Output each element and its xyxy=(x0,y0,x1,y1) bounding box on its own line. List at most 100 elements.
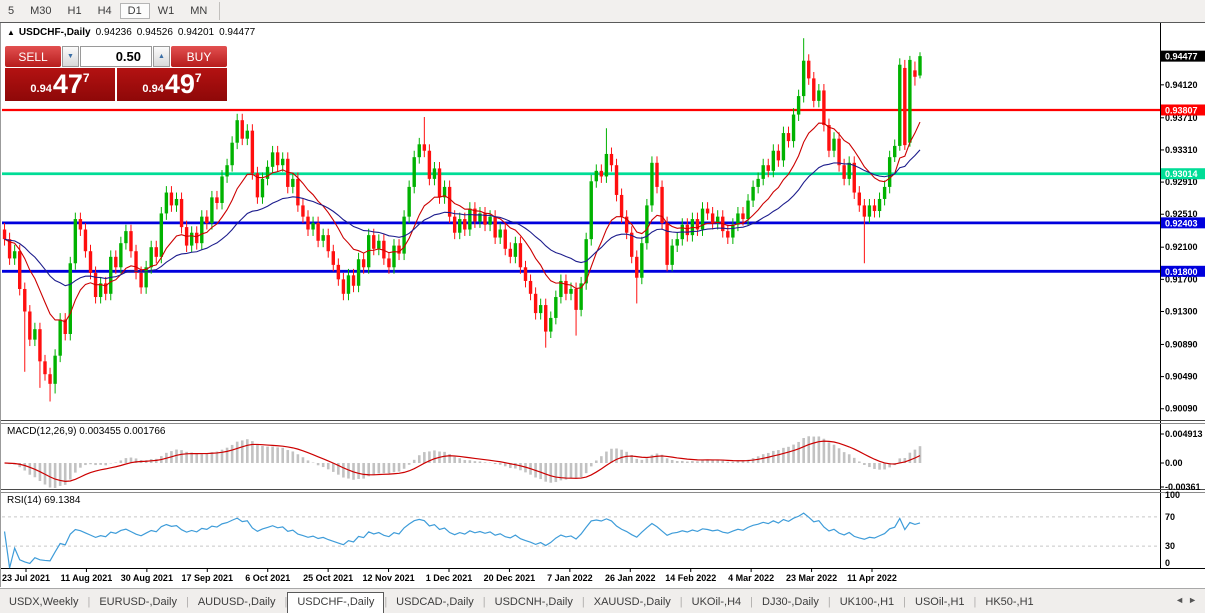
date-axis-label: 30 Aug 2021 xyxy=(121,573,173,583)
sell-price-prefix: 0.94 xyxy=(30,82,52,95)
tab-separator: | xyxy=(185,595,189,608)
ohlc-high: 0.94526 xyxy=(136,27,173,38)
tab-scroll-left-icon[interactable]: ◄ xyxy=(1175,595,1189,605)
chart-tab-hk50h1[interactable]: HK50-,H1 xyxy=(985,595,1034,608)
macd-axis-label: 0.00 xyxy=(1165,458,1183,468)
ohlc-close: 0.94477 xyxy=(219,27,256,38)
ma-fast-line xyxy=(4,121,921,323)
tab-separator: | xyxy=(384,595,388,608)
chart-tab-usdxweekly[interactable]: USDX,Weekly xyxy=(9,595,79,608)
buy-price-big-digits: 49 xyxy=(164,69,195,99)
sell-price-pip: 7 xyxy=(82,71,90,85)
price-axis-label: 0.90890 xyxy=(1165,339,1198,349)
chart-tab-usdcaddaily[interactable]: USDCAD-,Daily xyxy=(396,595,474,608)
chart-tab-uk100h1[interactable]: UK100-,H1 xyxy=(839,595,895,608)
chart-tab-bar: USDX,Weekly | EURUSD-,Daily | AUDUSD-,Daily |… xyxy=(0,588,1205,613)
timeframe-toolbar: 5 M30 H1 H4 D1 W1 MN xyxy=(0,0,1205,23)
sell-price-big-digits: 47 xyxy=(52,69,83,99)
tab-separator: | xyxy=(827,595,831,608)
date-axis-label: 17 Sep 2021 xyxy=(182,573,234,583)
tab-separator: | xyxy=(750,595,753,608)
date-axis-label: 11 Aug 2021 xyxy=(61,573,113,583)
one-click-trade-panel: SELL ▼ 0.50 ▲ BUY 0.94 47 7 0.94 49 7 xyxy=(5,46,227,101)
svg-text:0.93807: 0.93807 xyxy=(1165,105,1198,115)
chart-tab-dj30daily[interactable]: DJ30-,Daily xyxy=(762,595,819,608)
timeframe-button-h1[interactable]: H1 xyxy=(67,5,82,17)
chart-tab-eurusddaily[interactable]: EURUSD-,Daily xyxy=(99,595,177,608)
chart-tab-usdchfdaily[interactable]: USDCHF-,Daily xyxy=(287,592,385,613)
date-axis-label: 23 Mar 2022 xyxy=(786,573,837,583)
rsi-name: RSI(14) xyxy=(7,495,42,506)
chart-tab-ukoilh4[interactable]: UKOil-,H4 xyxy=(691,595,742,608)
price-axis-label: 0.91300 xyxy=(1165,306,1198,316)
price-axis-label: 0.92100 xyxy=(1165,242,1198,252)
rsi-label: RSI(14) 69.1384 xyxy=(7,495,80,506)
candlesticks xyxy=(2,38,922,402)
rsi-axis: 100 70 30 0 xyxy=(1165,490,1180,568)
timeframe-button-mn[interactable]: MN xyxy=(190,5,208,17)
date-axis-label: 4 Mar 2022 xyxy=(728,573,774,583)
date-axis-label: 20 Dec 2021 xyxy=(484,573,536,583)
chart-tab-usoilh1[interactable]: USOil-,H1 xyxy=(915,595,965,608)
chart-tab-audusddaily[interactable]: AUDUSD-,Daily xyxy=(197,595,276,608)
timeframe-button-w1[interactable]: W1 xyxy=(157,5,175,17)
macd-axis-label: -0.00361 xyxy=(1165,482,1201,492)
macd-axis-label: 0.004913 xyxy=(1165,429,1203,439)
date-axis-label: 26 Jan 2022 xyxy=(605,573,656,583)
volume-input[interactable]: 0.50 xyxy=(80,46,152,67)
tab-separator: | xyxy=(284,595,288,608)
date-axis-label: 14 Feb 2022 xyxy=(665,573,716,583)
tab-scroll-arrows[interactable]: ◄► xyxy=(1175,595,1201,605)
macd-main-value: 0.003455 xyxy=(79,426,121,437)
buy-price-button[interactable]: 0.94 49 7 xyxy=(117,68,227,101)
macd-label: MACD(12,26,9) 0.003455 0.001766 xyxy=(7,426,165,437)
price-level-badge: 0.93807 xyxy=(1161,104,1205,116)
svg-text:0.93014: 0.93014 xyxy=(1165,169,1198,179)
price-axis-label: 0.93310 xyxy=(1165,145,1198,155)
date-axis-label: 23 Jul 2021 xyxy=(2,573,50,583)
price-level-badge: 0.91800 xyxy=(1161,265,1205,277)
svg-text:0.94477: 0.94477 xyxy=(1165,52,1198,62)
price-level-badge: 0.94477 xyxy=(1161,50,1205,62)
date-axis-label: 1 Dec 2021 xyxy=(426,573,473,583)
buy-button[interactable]: BUY xyxy=(171,46,227,67)
volume-increase-button[interactable]: ▲ xyxy=(153,46,170,67)
sell-price-button[interactable]: 0.94 47 7 xyxy=(5,68,115,101)
timeframe-button-h4[interactable]: H4 xyxy=(97,5,112,17)
macd-axis: 0.004913 0.00 -0.00361 xyxy=(1160,429,1203,492)
date-axis-label: 6 Oct 2021 xyxy=(245,573,290,583)
timeframe-button-d1[interactable]: D1 xyxy=(119,3,150,19)
price-axis-label: 0.90090 xyxy=(1165,404,1198,414)
price-axis-label: 0.90490 xyxy=(1165,372,1198,382)
price-axis-label: 0.92510 xyxy=(1165,209,1198,219)
volume-decrease-button[interactable]: ▼ xyxy=(62,46,79,67)
macd-histogram xyxy=(8,436,922,488)
symbol-title: USDCHF-,Daily xyxy=(18,27,91,38)
svg-text:0.92403: 0.92403 xyxy=(1165,218,1198,228)
expand-triangle-icon[interactable]: ▲ xyxy=(7,28,15,37)
chart-header: ▲ USDCHF-,Daily 0.94236 0.94526 0.94201 0.944… xyxy=(7,27,255,38)
price-axis-label: 0.93710 xyxy=(1165,113,1198,123)
date-axis-label: 25 Oct 2021 xyxy=(303,573,353,583)
timeframe-button-5[interactable]: 5 xyxy=(8,5,15,17)
date-axis-label: 12 Nov 2021 xyxy=(363,573,415,583)
sell-button[interactable]: SELL xyxy=(5,46,61,67)
price-axis-label: 0.92910 xyxy=(1165,177,1198,187)
horizontal-level-lines xyxy=(2,108,1160,273)
tab-scroll-right-icon[interactable]: ► xyxy=(1188,595,1201,605)
tab-separator: | xyxy=(679,595,683,608)
ma-slow-line xyxy=(4,149,921,287)
chart-tab-xauusddaily[interactable]: XAUUSD-,Daily xyxy=(593,595,671,608)
date-axis-label: 7 Jan 2022 xyxy=(547,573,593,583)
rsi-axis-label: 30 xyxy=(1165,541,1175,551)
rsi-axis-label: 0 xyxy=(1165,558,1170,568)
price-level-badge: 0.93014 xyxy=(1161,168,1205,180)
ohlc-low: 0.94201 xyxy=(177,27,215,38)
price-axis-label: 0.94120 xyxy=(1165,80,1198,90)
timeframe-button-m30[interactable]: M30 xyxy=(30,5,52,17)
price-axis-label: 0.91700 xyxy=(1165,274,1198,284)
macd-signal-value: 0.001766 xyxy=(123,426,166,437)
chart-tab-usdcnhdaily[interactable]: USDCNH-,Daily xyxy=(494,595,573,608)
